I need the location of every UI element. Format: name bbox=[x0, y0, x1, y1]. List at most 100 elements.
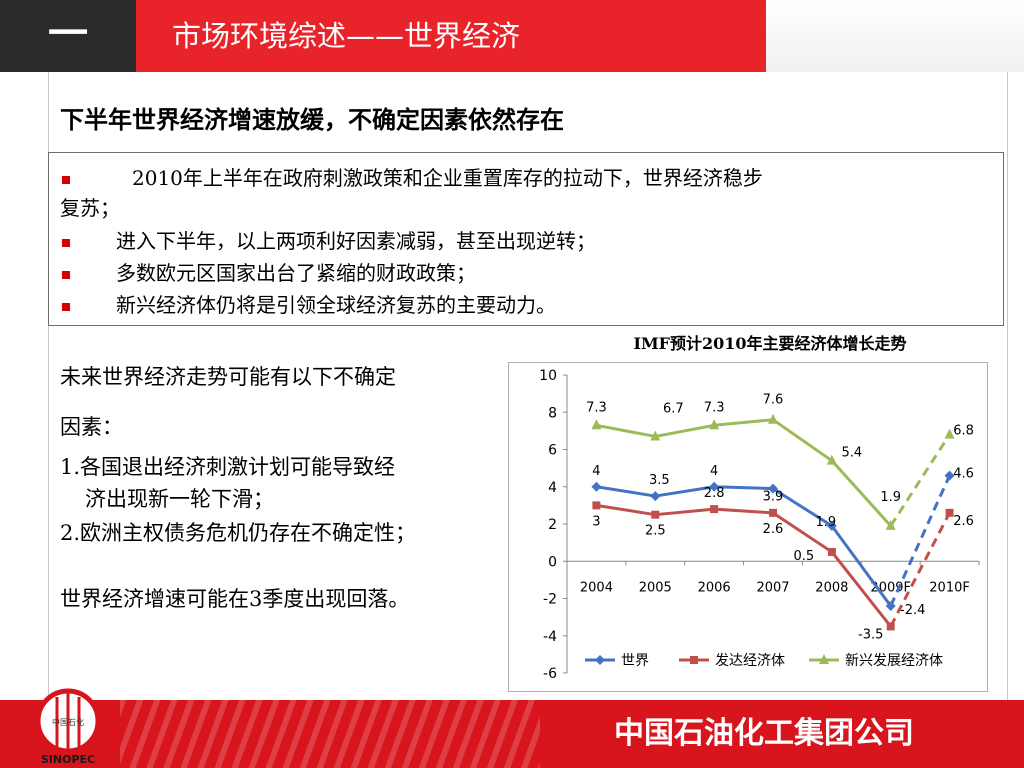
data-label: -2.4 bbox=[900, 603, 925, 618]
series-line-segment bbox=[889, 474, 951, 607]
x-tick-label: 2005 bbox=[639, 580, 672, 595]
y-tick-label: 8 bbox=[548, 405, 557, 421]
y-tick-label: 0 bbox=[548, 554, 557, 570]
data-label: 6.7 bbox=[663, 401, 684, 416]
data-label: 7.3 bbox=[704, 400, 725, 415]
series-line-segment bbox=[655, 423, 715, 438]
section-number: 一 bbox=[48, 11, 88, 57]
bullet-box bbox=[48, 152, 1004, 326]
data-label: 4 bbox=[592, 464, 600, 479]
data-point bbox=[886, 622, 895, 631]
y-tick-label: -6 bbox=[543, 666, 557, 682]
x-tick-label: 2008 bbox=[815, 580, 848, 595]
series-line-segment bbox=[889, 512, 951, 628]
data-point bbox=[650, 430, 661, 441]
series-line-segment bbox=[655, 485, 715, 498]
x-tick-label: 2010F bbox=[929, 580, 970, 595]
uncertainty-conclusion: 世界经济增速可能在3季度出现回落。 bbox=[60, 587, 410, 611]
uncertainty-intro-2: 因素： bbox=[60, 415, 123, 439]
x-tick-label: 2004 bbox=[580, 580, 613, 595]
data-point bbox=[651, 510, 660, 519]
bullet-1-line-2: 复苏； bbox=[60, 196, 120, 220]
logo-text: 中国石化 bbox=[52, 717, 84, 727]
legend-marker bbox=[595, 655, 605, 665]
data-label: 4 bbox=[710, 464, 718, 479]
svg-text:SINOPEC: SINOPEC bbox=[41, 753, 95, 765]
data-label: 7.3 bbox=[586, 400, 607, 415]
data-point bbox=[768, 413, 778, 424]
y-tick-label: 6 bbox=[548, 443, 557, 459]
series-line-segment bbox=[714, 485, 774, 491]
data-point bbox=[769, 508, 777, 517]
data-label: 1.9 bbox=[880, 490, 901, 505]
legend-label: 发达经济体 bbox=[715, 653, 785, 669]
series-line-segment bbox=[889, 433, 951, 527]
data-label: 1.9 bbox=[816, 515, 837, 530]
data-label: 2.8 bbox=[704, 486, 725, 501]
data-point bbox=[709, 481, 720, 492]
content-frame bbox=[48, 72, 1008, 722]
y-tick-label: 10 bbox=[539, 368, 557, 384]
y-tick-label: 2 bbox=[548, 517, 557, 533]
data-point bbox=[885, 519, 896, 530]
series-line-segment bbox=[714, 507, 774, 515]
data-point bbox=[826, 520, 837, 531]
data-label: 7.6 bbox=[763, 393, 784, 408]
data-point bbox=[768, 483, 778, 494]
chart-frame: 10 8 6 4 2 0 -2 -4 -6 2004 2005 2006 2007 2008 2009F 20… bbox=[508, 362, 988, 692]
data-point bbox=[591, 481, 602, 492]
chart-title: IMF预计2010年主要经济体增长走势 bbox=[633, 334, 907, 353]
uncertainty-item-1-line-1: 1.各国退出经济刺激计划可能导致经 bbox=[60, 455, 396, 479]
bullet-marker bbox=[62, 176, 70, 184]
section-number-box: 一 bbox=[0, 0, 136, 72]
series-line-segment bbox=[772, 487, 833, 528]
data-label: 2.5 bbox=[645, 524, 666, 539]
uncertainty-item-1-line-2: 济出现新一轮下滑； bbox=[85, 487, 274, 511]
data-point bbox=[591, 419, 602, 430]
slide-header: 一 市场环境综述——世界经济 bbox=[0, 0, 1024, 72]
data-label: 6.8 bbox=[953, 424, 974, 439]
y-tick-label: 4 bbox=[548, 480, 557, 496]
uncertainty-intro-1: 未来世界经济走势可能有以下不确定 bbox=[60, 365, 396, 389]
series-line-segment bbox=[830, 551, 892, 628]
data-label: 5.4 bbox=[842, 446, 863, 461]
y-tick-label: -2 bbox=[543, 592, 557, 608]
data-label: 0.5 bbox=[794, 549, 815, 564]
legend-marker bbox=[690, 656, 698, 664]
data-point bbox=[885, 600, 896, 611]
data-label: 2.6 bbox=[953, 514, 974, 529]
data-point bbox=[944, 470, 955, 481]
data-label: -3.5 bbox=[858, 627, 883, 642]
series-line-segment bbox=[772, 511, 833, 554]
x-tick-label: 2006 bbox=[698, 580, 731, 595]
series-line-segment bbox=[830, 524, 892, 607]
bullet-marker bbox=[62, 271, 70, 279]
legend-label: 世界 bbox=[621, 653, 649, 669]
bullet-3: 多数欧元区国家出台了紧缩的财政政策； bbox=[116, 261, 476, 285]
company-name: 中国石油化工集团公司 bbox=[614, 716, 914, 751]
x-tick-label: 2007 bbox=[756, 580, 789, 595]
data-point bbox=[827, 547, 836, 556]
header-red-bar bbox=[136, 0, 766, 72]
page-subtitle: 下半年世界经济增速放缓，不确定因素依然存在 bbox=[60, 105, 564, 134]
data-point bbox=[826, 454, 837, 465]
footer-bar bbox=[0, 700, 1024, 768]
series-line-segment bbox=[596, 503, 656, 517]
bullet-4: 新兴经济体仍将是引领全球经济复苏的主要动力。 bbox=[116, 293, 556, 317]
legend-marker bbox=[819, 654, 829, 664]
data-point bbox=[944, 428, 955, 439]
data-point bbox=[650, 491, 661, 502]
bullet-1-line-1: 2010年上半年在政府刺激政策和企业重置库存的拉动下，世界经济稳步 bbox=[132, 166, 763, 190]
y-tick-label: -4 bbox=[543, 629, 557, 645]
series-line-segment bbox=[714, 418, 774, 427]
slide-title: 市场环境综述——世界经济 bbox=[172, 19, 521, 53]
series-line-segment bbox=[772, 418, 833, 462]
data-label: 3.9 bbox=[763, 490, 784, 505]
bullet-2: 进入下半年，以上两项利好因素减弱，甚至出现逆转； bbox=[116, 229, 596, 253]
header-decoration bbox=[766, 0, 1024, 72]
data-point bbox=[710, 505, 719, 514]
sinopec-logo: 中国石化 SINOPEC bbox=[35, 688, 101, 765]
series-line-segment bbox=[596, 423, 656, 438]
bullet-marker bbox=[62, 303, 70, 311]
